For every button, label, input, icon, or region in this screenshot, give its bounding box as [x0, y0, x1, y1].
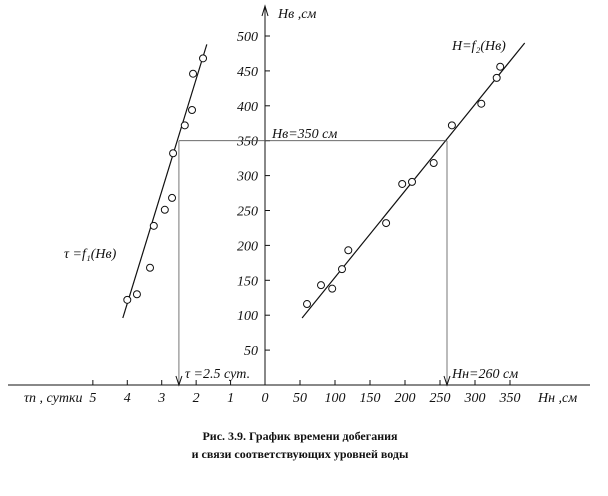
point — [429, 159, 438, 168]
point — [328, 284, 337, 293]
y-tick-label: 450 — [237, 65, 258, 80]
point — [477, 99, 486, 108]
point — [168, 193, 177, 202]
y-axis-label: Hв ,см — [277, 7, 316, 22]
x-tick-label: 50 — [293, 391, 307, 406]
point — [132, 290, 141, 299]
y-tick-label: 350 — [236, 135, 258, 150]
point — [496, 62, 505, 71]
left-curve-label: τ =f₁(Hв) — [64, 247, 117, 262]
point — [408, 177, 416, 186]
y-tick-label: 150 — [237, 274, 258, 289]
point — [199, 54, 208, 63]
point — [492, 73, 501, 82]
x-tick-label: 0 — [262, 391, 269, 406]
x-tick-label: 100 — [325, 391, 346, 406]
x-tick-label: 4 — [124, 391, 131, 406]
point — [169, 149, 178, 158]
right-ref-label: Hн=260 см — [451, 367, 518, 382]
y-tick-label: 400 — [237, 100, 258, 115]
right-curve-label: H=f₂(Hв) — [451, 39, 506, 54]
x-tick-label: 1 — [227, 391, 234, 406]
point — [338, 265, 346, 274]
point — [123, 295, 132, 304]
point — [188, 105, 197, 114]
caption: и связи соответствующих уровней воды — [192, 447, 409, 461]
y-tick-label: 200 — [237, 239, 258, 254]
point — [160, 205, 169, 214]
caption: Рис. 3.9. График времени добегания — [202, 429, 398, 443]
point — [146, 263, 155, 272]
point — [189, 69, 198, 78]
point — [382, 219, 391, 228]
point — [398, 179, 407, 188]
point — [344, 246, 353, 255]
left-x-axis-label: τп , сутки — [24, 391, 83, 406]
x-tick-label: 150 — [360, 391, 381, 406]
y-axis-arrow — [261, 4, 269, 17]
x-tick-label: 2 — [193, 391, 200, 406]
x-tick-label: 350 — [499, 391, 521, 406]
ref-arrow — [443, 375, 451, 387]
x-tick-label: 3 — [157, 391, 165, 406]
x-tick-label: 5 — [89, 391, 96, 406]
y-tick-label: 300 — [236, 170, 258, 185]
ref-y-label: Hв=350 см — [271, 127, 337, 142]
left-ref-label: τ =2.5 сут. — [185, 367, 250, 382]
point — [303, 300, 311, 309]
fit-line — [122, 44, 208, 319]
ref-arrow — [175, 375, 183, 387]
x-tick-label: 300 — [464, 391, 486, 406]
y-tick-label: 50 — [244, 344, 258, 359]
right-x-axis-label: Hн ,см — [537, 391, 577, 406]
x-tick-label: 250 — [430, 391, 451, 406]
x-tick-label: 200 — [395, 391, 416, 406]
y-tick-label: 500 — [237, 30, 258, 45]
point — [447, 121, 456, 130]
y-tick-label: 100 — [237, 309, 258, 324]
point — [317, 281, 325, 290]
point — [180, 121, 189, 130]
point — [149, 221, 158, 230]
y-tick-label: 250 — [237, 205, 258, 220]
